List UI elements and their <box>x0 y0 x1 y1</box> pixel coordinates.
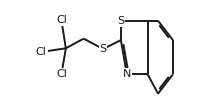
Text: N: N <box>123 69 131 79</box>
Text: Cl: Cl <box>56 15 67 25</box>
Text: S: S <box>99 44 107 54</box>
Text: Cl: Cl <box>36 47 47 57</box>
Text: Cl: Cl <box>56 69 67 79</box>
Text: S: S <box>117 16 124 26</box>
Text: N: N <box>123 69 131 79</box>
